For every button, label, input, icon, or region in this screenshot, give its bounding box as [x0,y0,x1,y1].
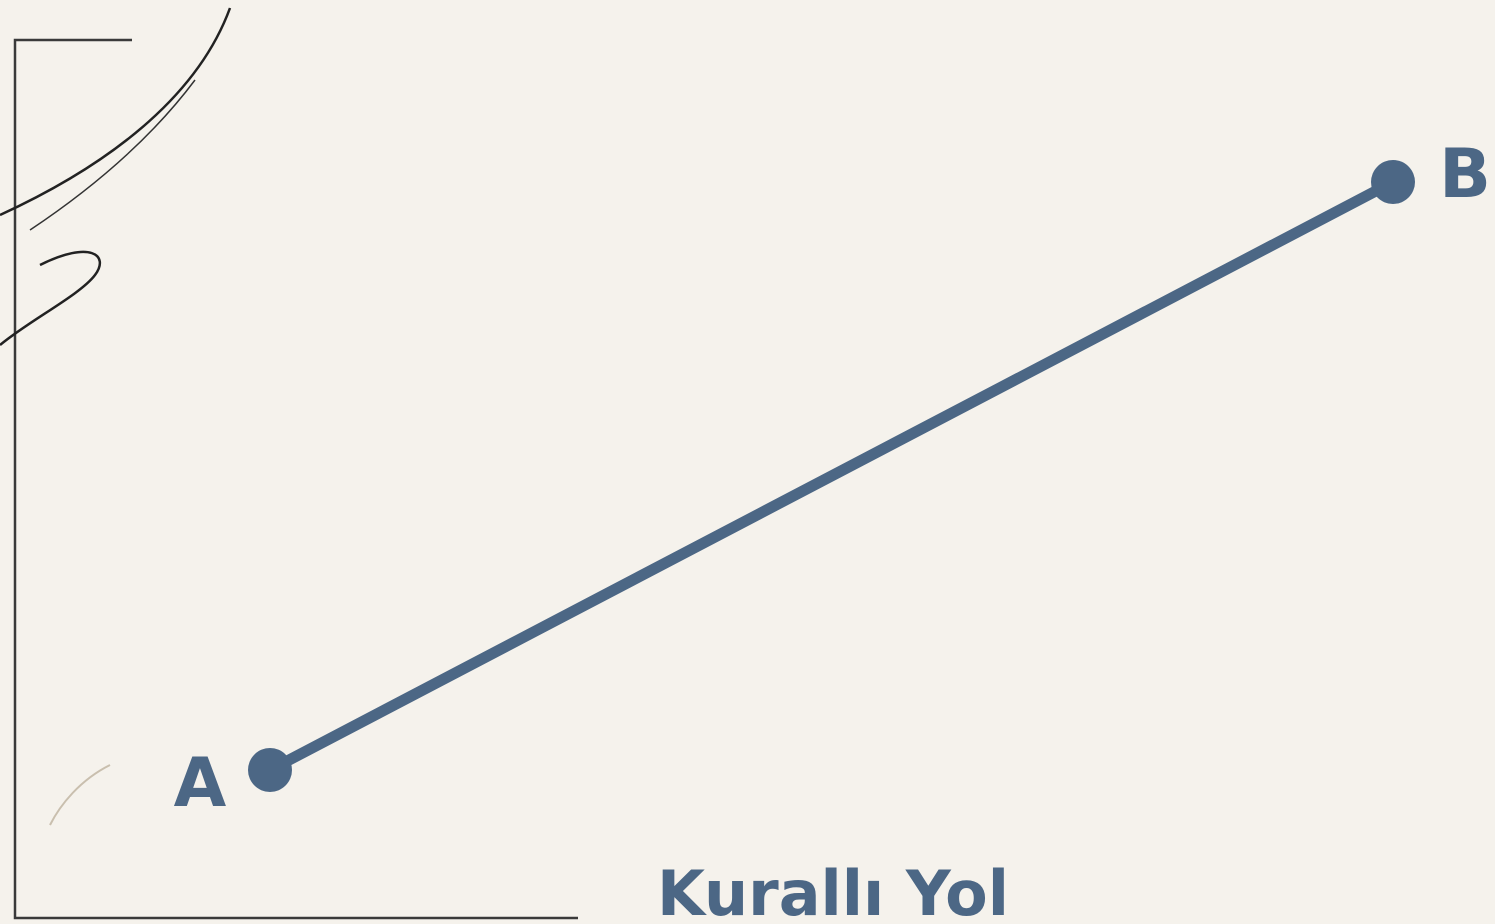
node-a [248,748,292,792]
node-label: B [1439,135,1491,214]
node-b [1371,160,1415,204]
caption: Kurallı Yol [657,857,1009,924]
node-label: A [174,744,227,823]
diagram: A B Kurallı Yol [0,0,1495,924]
page: A B Kurallı Yol (() => { const data = JS… [0,0,1495,924]
